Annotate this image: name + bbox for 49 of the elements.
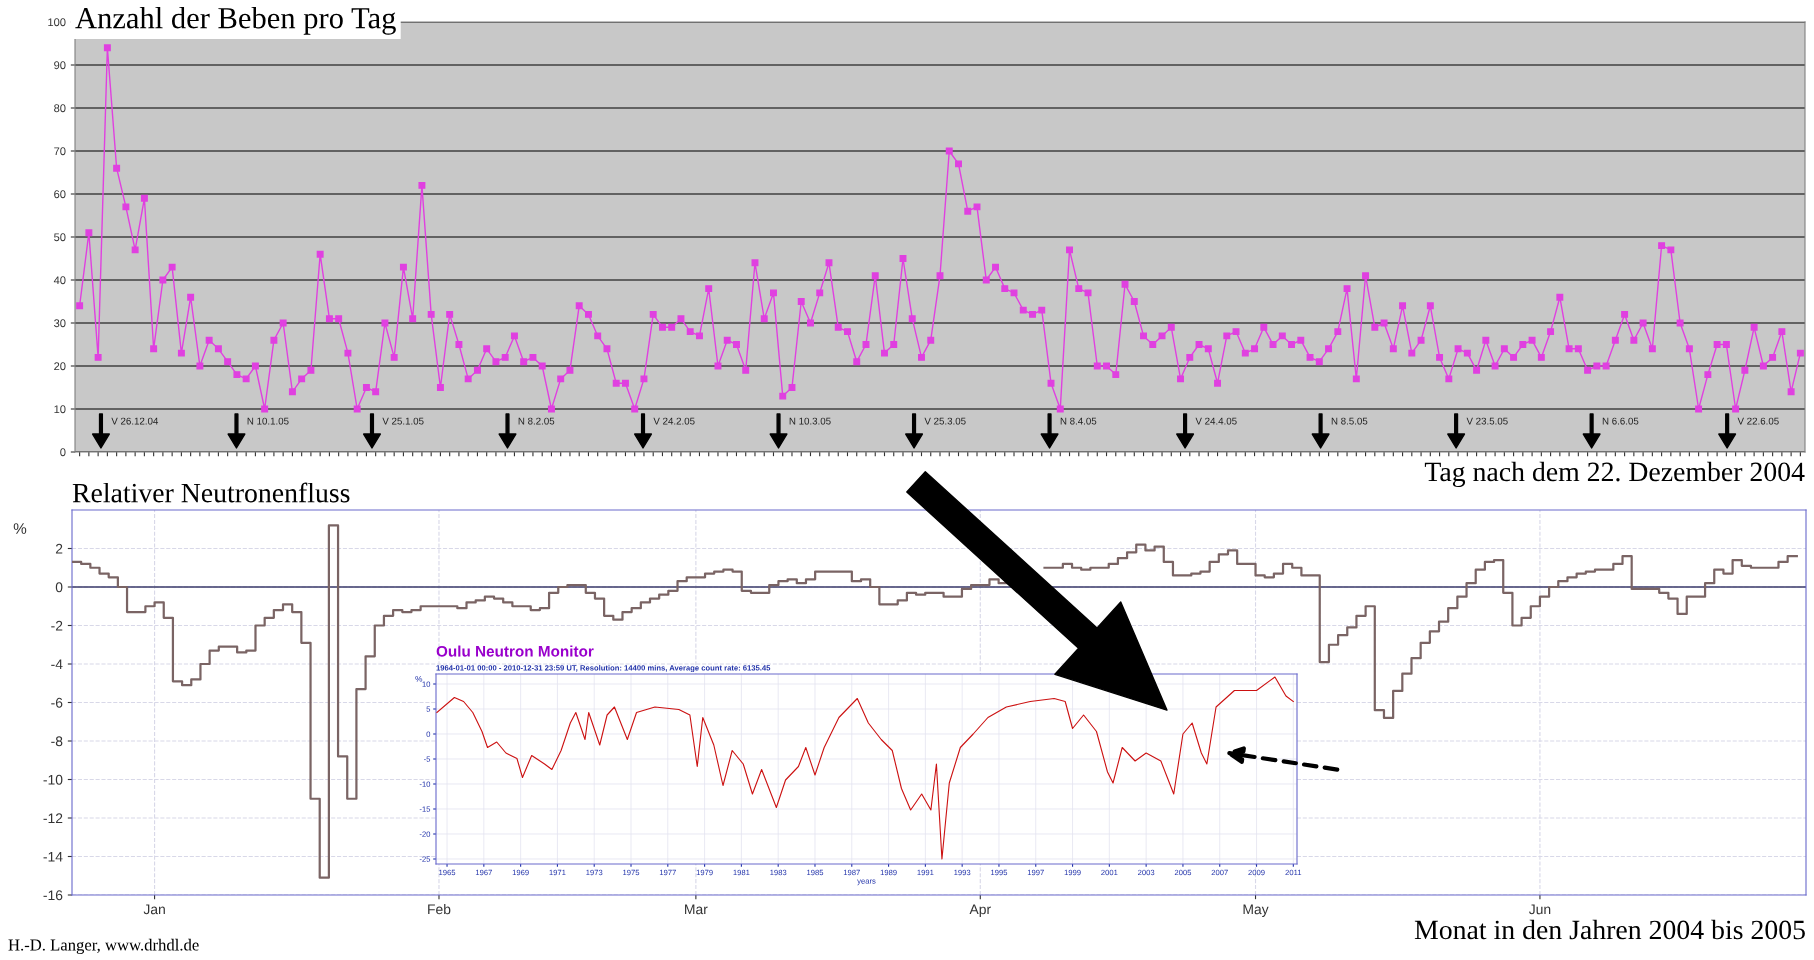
annotation: V 26.12.04 [111,417,159,425]
y-axis-title: % [415,675,423,682]
annotation: V 24.2.05 [653,417,695,425]
x-tick-label: Jan [143,904,165,915]
y-tick-label: 30 [54,319,66,328]
x-tick-label: Mar [685,904,708,915]
chart-title: Anzahl der Beben pro Tag [75,6,396,35]
y-tick-label: -2 [51,620,63,631]
y-tick-label: -4 [51,659,63,670]
x-tick-label: Apr [969,904,991,917]
annotation: N 6.6.05 [1602,417,1639,425]
y-tick-label: 10 [54,405,66,414]
chart-title: Oulu Neutron Monitor [436,645,594,657]
y-tick-label: 0 [55,582,63,593]
y-tick-label: 60 [54,190,66,199]
x-tick-label: Feb [428,904,451,915]
y-tick-label: 50 [54,233,66,242]
annotation: N 8.2.05 [518,417,555,425]
y-tick-label: 2 [55,543,63,554]
annotation: N 8.5.05 [1331,417,1368,425]
annotation: V 25.1.05 [382,417,424,425]
y-tick-label: 0 [60,448,66,457]
annotation: N 10.1.05 [247,417,289,425]
annotation: V 23.5.05 [1466,417,1508,425]
x-axis-title: Tag nach dem 22. Dezember 2004 [1424,461,1805,487]
y-tick-label: -6 [51,697,63,708]
text: H.-D. Langer, www.drhdl.de [8,938,199,954]
x-tick-label: May [1243,904,1269,917]
y-tick-label: -8 [51,736,63,747]
line-series [436,676,1294,860]
y-tick-label: 20 [54,362,66,371]
y-tick-label: 80 [54,104,66,113]
y-tick-label: -14 [43,851,63,862]
chart-title: Relativer Neutronenfluss [72,482,350,503]
y-axis-title: % [13,523,27,534]
y-tick-label: 100 [48,18,66,27]
y-tick-label: 40 [53,276,66,285]
x-axis-title: Monat in den Jahren 2004 bis 2005 [1414,919,1805,940]
annotation: V 22.6.05 [1737,417,1779,425]
y-tick-label: -10 [43,774,63,785]
y-tick-label: 70 [54,147,66,156]
y-tick-label: 90 [54,61,66,70]
y-tick-label: -12 [43,813,63,824]
y-tick-label: -16 [43,890,63,901]
annotation: V 25.3.05 [924,417,966,425]
annotation: N 10.3.05 [789,417,831,425]
x-tick-label: Jun [1528,904,1551,915]
annotation: N 8.4.05 [1060,417,1097,425]
annotation: V 24.4.05 [1195,417,1237,425]
